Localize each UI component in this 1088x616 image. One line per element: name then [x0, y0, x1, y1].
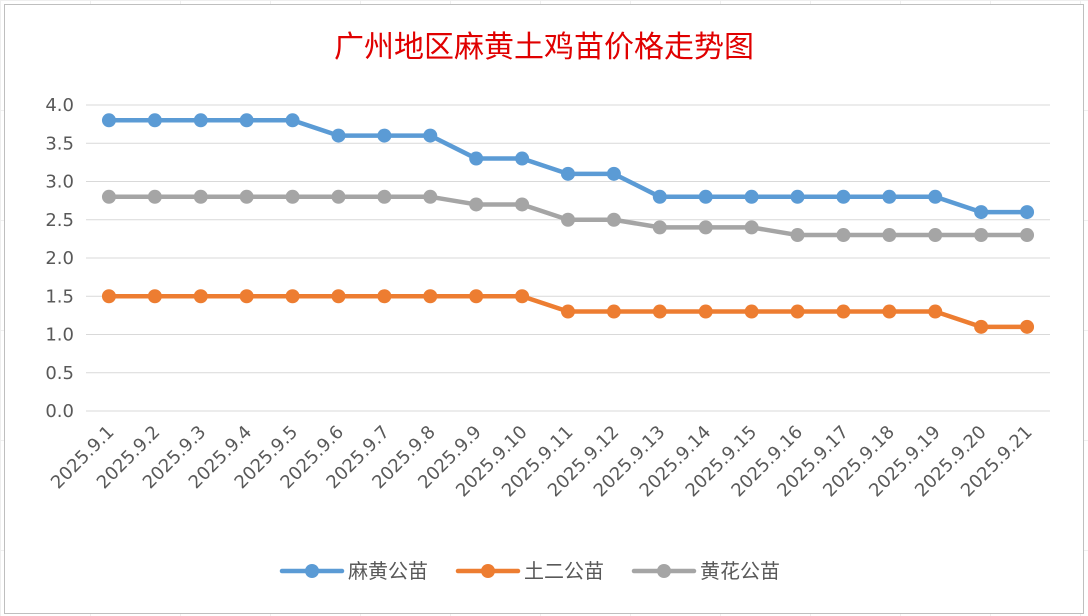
data-point: [698, 220, 713, 235]
data-point: [147, 113, 162, 128]
data-point: [698, 189, 713, 204]
data-point: [515, 197, 530, 212]
legend-label: 土二公苗: [524, 559, 604, 583]
chart-frame[interactable]: 广州地区麻黄土鸡苗价格走势图 0.0 0.5 1.0 1.5 2.0 2.5 3.0 3.5 4.…: [4, 4, 1084, 614]
data-point: [515, 151, 530, 166]
data-point: [101, 289, 116, 304]
data-point: [469, 197, 484, 212]
y-tick-label: 1.5: [45, 286, 74, 307]
data-point: [377, 289, 392, 304]
y-tick-label: 3.5: [45, 133, 74, 154]
data-point: [928, 189, 943, 204]
data-point: [882, 304, 897, 319]
y-tick-label: 4.0: [45, 95, 74, 116]
data-point: [101, 113, 116, 128]
data-point: [652, 220, 667, 235]
data-point: [836, 189, 851, 204]
data-point: [377, 189, 392, 204]
y-tick-label: 0.0: [45, 401, 74, 422]
y-tick-label: 2.5: [45, 210, 74, 231]
data-point: [698, 304, 713, 319]
data-point: [790, 228, 805, 243]
line-chart: 广州地区麻黄土鸡苗价格走势图 0.0 0.5 1.0 1.5 2.0 2.5 3.0 3.5 4.…: [45, 30, 1050, 583]
data-point: [836, 228, 851, 243]
data-point: [285, 189, 300, 204]
legend-marker: [481, 564, 495, 578]
data-point: [331, 289, 346, 304]
data-point: [974, 319, 989, 334]
data-point: [469, 151, 484, 166]
data-point: [239, 189, 254, 204]
data-point: [515, 289, 530, 304]
data-point: [285, 113, 300, 128]
data-point: [744, 220, 759, 235]
data-point: [790, 189, 805, 204]
data-point: [606, 166, 621, 181]
legend-marker: [657, 564, 671, 578]
data-point: [423, 189, 438, 204]
data-point: [1020, 319, 1035, 334]
data-point: [974, 228, 989, 243]
data-point: [928, 304, 943, 319]
data-point: [606, 304, 621, 319]
data-point: [561, 304, 575, 319]
data-point: [790, 304, 805, 319]
legend-label: 麻黄公苗: [348, 559, 428, 583]
data-point: [561, 212, 575, 227]
data-point: [193, 113, 208, 128]
data-point: [101, 189, 116, 204]
y-tick-label: 0.5: [45, 363, 74, 384]
data-point: [652, 189, 667, 204]
data-point: [606, 212, 621, 227]
data-point: [331, 189, 346, 204]
data-point: [974, 205, 989, 220]
y-tick-label: 1.0: [45, 325, 74, 346]
y-tick-label: 2.0: [45, 248, 74, 269]
data-point: [652, 304, 667, 319]
legend-label: 黄花公苗: [700, 559, 780, 583]
data-point: [239, 113, 254, 128]
data-point: [423, 128, 438, 143]
data-point: [423, 289, 438, 304]
data-point: [377, 128, 392, 143]
data-point: [239, 289, 254, 304]
legend-marker: [305, 564, 319, 578]
data-point: [744, 304, 759, 319]
data-point: [744, 189, 759, 204]
data-point: [928, 228, 943, 243]
data-point: [882, 189, 897, 204]
data-point: [1020, 228, 1035, 243]
data-point: [469, 289, 484, 304]
data-point: [193, 189, 208, 204]
data-point: [1020, 205, 1035, 220]
y-tick-label: 3.0: [45, 172, 74, 193]
chart-title: 广州地区麻黄土鸡苗价格走势图: [334, 30, 754, 65]
data-point: [147, 289, 162, 304]
data-point: [561, 166, 575, 181]
data-point: [285, 289, 300, 304]
data-point: [836, 304, 851, 319]
data-point: [882, 228, 897, 243]
data-point: [193, 289, 208, 304]
data-point: [331, 128, 346, 143]
data-point: [147, 189, 162, 204]
